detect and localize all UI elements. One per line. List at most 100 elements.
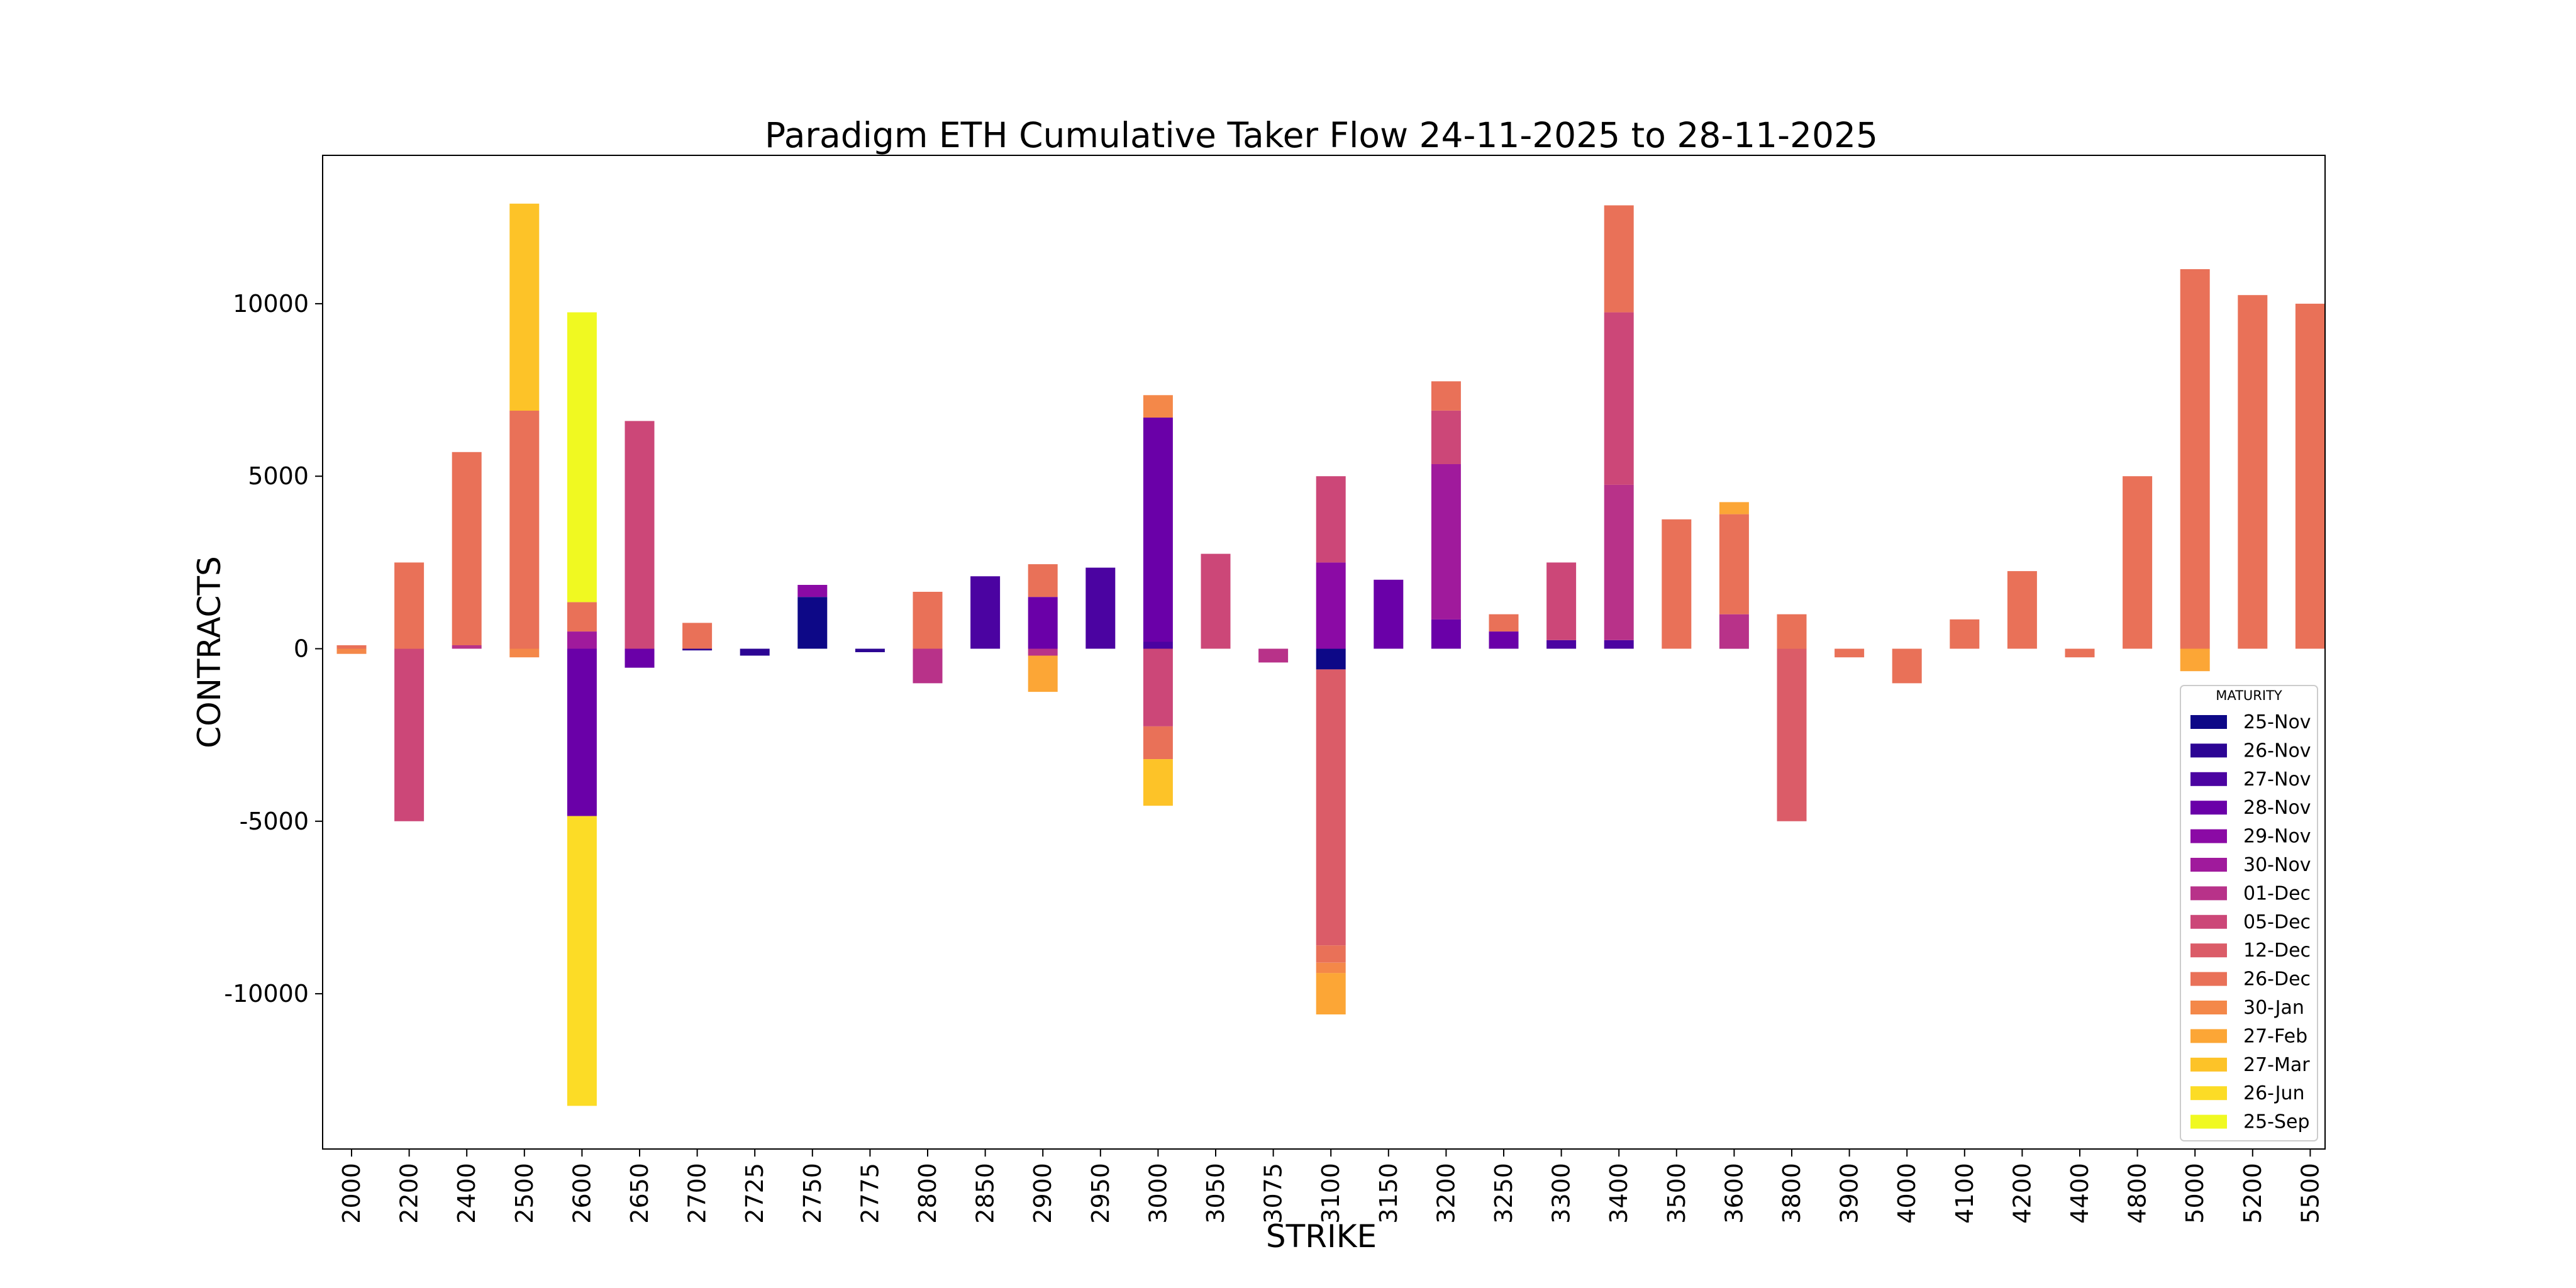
legend-label-25-sep: 25-Sep xyxy=(2243,1111,2310,1133)
bar-2950-27-nov xyxy=(1085,567,1116,649)
bar-2725-26-nov xyxy=(740,648,770,656)
bar-2700-26-nov xyxy=(682,648,713,651)
x-tick-label: 3250 xyxy=(1490,1163,1518,1224)
x-tick-label: 2950 xyxy=(1087,1163,1114,1224)
bar-3200-26-dec xyxy=(1431,381,1461,411)
y-tick-label: 0 xyxy=(294,635,309,663)
chart-title: Paradigm ETH Cumulative Taker Flow 24-11… xyxy=(765,115,1878,155)
legend-swatch-12-dec xyxy=(2190,943,2227,958)
bar-3250-26-dec xyxy=(1489,614,1519,632)
legend-box xyxy=(2180,685,2318,1141)
bar-5500-26-dec xyxy=(2295,303,2325,649)
bar-2900-28-nov xyxy=(1028,597,1058,649)
x-tick-label: 3900 xyxy=(1836,1163,1863,1224)
legend-label-27-mar: 27-Mar xyxy=(2243,1054,2310,1076)
bar-2200-05-dec xyxy=(394,648,425,821)
x-tick-label: 3400 xyxy=(1605,1163,1633,1224)
bar-3150-28-nov xyxy=(1374,579,1404,649)
legend-label-30-jan: 30-Jan xyxy=(2243,997,2304,1019)
bar-2750-25-nov xyxy=(797,597,828,649)
x-tick-label: 5200 xyxy=(2239,1163,2267,1224)
legend-swatch-28-nov xyxy=(2190,801,2227,815)
x-tick-label: 2650 xyxy=(626,1163,653,1224)
bar-2400-01-dec xyxy=(452,645,482,649)
x-tick-label: 2900 xyxy=(1029,1163,1057,1224)
bar-3100-12-dec xyxy=(1316,669,1346,946)
bar-3100-29-nov xyxy=(1316,562,1346,649)
legend-swatch-25-sep xyxy=(2190,1114,2227,1129)
bar-3000-05-dec xyxy=(1143,648,1173,726)
x-tick-label: 4100 xyxy=(1951,1163,1979,1224)
legend-swatch-05-dec xyxy=(2190,914,2227,929)
x-tick-label: 2000 xyxy=(338,1163,365,1224)
bar-3300-27-nov xyxy=(1546,640,1577,649)
bar-2600-28-nov xyxy=(567,648,597,816)
x-tick-label: 3800 xyxy=(1778,1163,1806,1224)
y-tick-label: -10000 xyxy=(224,980,309,1008)
legend-label-26-dec: 26-Dec xyxy=(2243,969,2311,991)
bar-3400-05-dec xyxy=(1604,312,1634,485)
x-tick-label: 4000 xyxy=(1893,1163,1921,1224)
x-tick-label: 3075 xyxy=(1260,1163,1287,1224)
legend-label-29-nov: 29-Nov xyxy=(2243,826,2311,848)
x-tick-label: 2775 xyxy=(856,1163,884,1224)
x-tick-label: 3200 xyxy=(1432,1163,1460,1224)
bar-3200-28-nov xyxy=(1431,619,1461,649)
bar-2900-01-dec xyxy=(1028,648,1058,656)
bar-3400-27-nov xyxy=(1604,640,1634,649)
legend-swatch-27-nov xyxy=(2190,772,2227,786)
x-tick-label: 2725 xyxy=(741,1163,769,1224)
bar-3600-01-dec xyxy=(1719,614,1749,649)
bar-2900-27-feb xyxy=(1028,655,1058,692)
bar-4000-26-dec xyxy=(1892,648,1922,684)
bar-3300-05-dec xyxy=(1546,562,1577,640)
x-tick-label: 3150 xyxy=(1375,1163,1402,1224)
bar-2775-26-nov xyxy=(855,648,885,652)
x-tick-label: 4200 xyxy=(2008,1163,2036,1224)
legend-label-28-nov: 28-Nov xyxy=(2243,797,2311,819)
bar-3400-26-dec xyxy=(1604,205,1634,313)
legend-swatch-26-jun xyxy=(2190,1086,2227,1101)
x-tick-label: 2600 xyxy=(568,1163,596,1224)
x-tick-label: 3600 xyxy=(1720,1163,1748,1224)
bar-3000-28-nov xyxy=(1143,417,1173,642)
legend-swatch-01-dec xyxy=(2190,886,2227,901)
bar-3000-30-jan xyxy=(1143,395,1173,418)
x-tick-label: 5500 xyxy=(2296,1163,2324,1224)
legend-swatch-29-nov xyxy=(2190,829,2227,843)
bar-3100-26-dec xyxy=(1316,945,1346,963)
x-tick-label: 3000 xyxy=(1144,1163,1172,1224)
x-tick-label: 2800 xyxy=(914,1163,941,1224)
x-tick-label: 2850 xyxy=(972,1163,999,1224)
x-tick-label: 3500 xyxy=(1663,1163,1690,1224)
bar-3100-25-nov xyxy=(1316,648,1346,670)
bar-3800-26-dec xyxy=(1777,614,1807,649)
x-tick-label: 3300 xyxy=(1548,1163,1575,1224)
bar-3100-27-feb xyxy=(1316,973,1346,1014)
legend-swatch-27-feb xyxy=(2190,1029,2227,1043)
bar-3500-26-dec xyxy=(1662,519,1692,649)
bar-2850-27-nov xyxy=(970,576,1001,649)
y-axis: -10000 -5000 0 5000 10000 xyxy=(224,290,323,1008)
bar-5200-26-dec xyxy=(2238,295,2268,649)
legend-swatch-30-jan xyxy=(2190,1001,2227,1014)
y-tick-label: -5000 xyxy=(240,808,309,835)
bar-2600-30-nov xyxy=(567,631,597,649)
bar-2600-26-dec xyxy=(567,602,597,632)
bar-3600-26-dec xyxy=(1719,514,1749,614)
bar-3100-30-jan xyxy=(1316,962,1346,974)
y-axis-label: CONTRACTS xyxy=(191,556,228,748)
bar-2500-27-mar xyxy=(509,203,540,411)
bars-layer xyxy=(336,203,2325,1106)
bar-3400-01-dec xyxy=(1604,484,1634,640)
bar-2750-29-nov xyxy=(797,585,828,597)
y-tick-label: 5000 xyxy=(248,462,309,490)
x-tick-label: 3100 xyxy=(1317,1163,1345,1224)
legend-swatch-26-dec xyxy=(2190,972,2227,986)
bar-2800-26-dec xyxy=(913,592,943,649)
x-tick-label: 2700 xyxy=(684,1163,711,1224)
x-tick-label: 2750 xyxy=(799,1163,826,1224)
bar-5000-27-feb xyxy=(2180,648,2210,672)
bar-2600-26-jun xyxy=(567,816,597,1106)
